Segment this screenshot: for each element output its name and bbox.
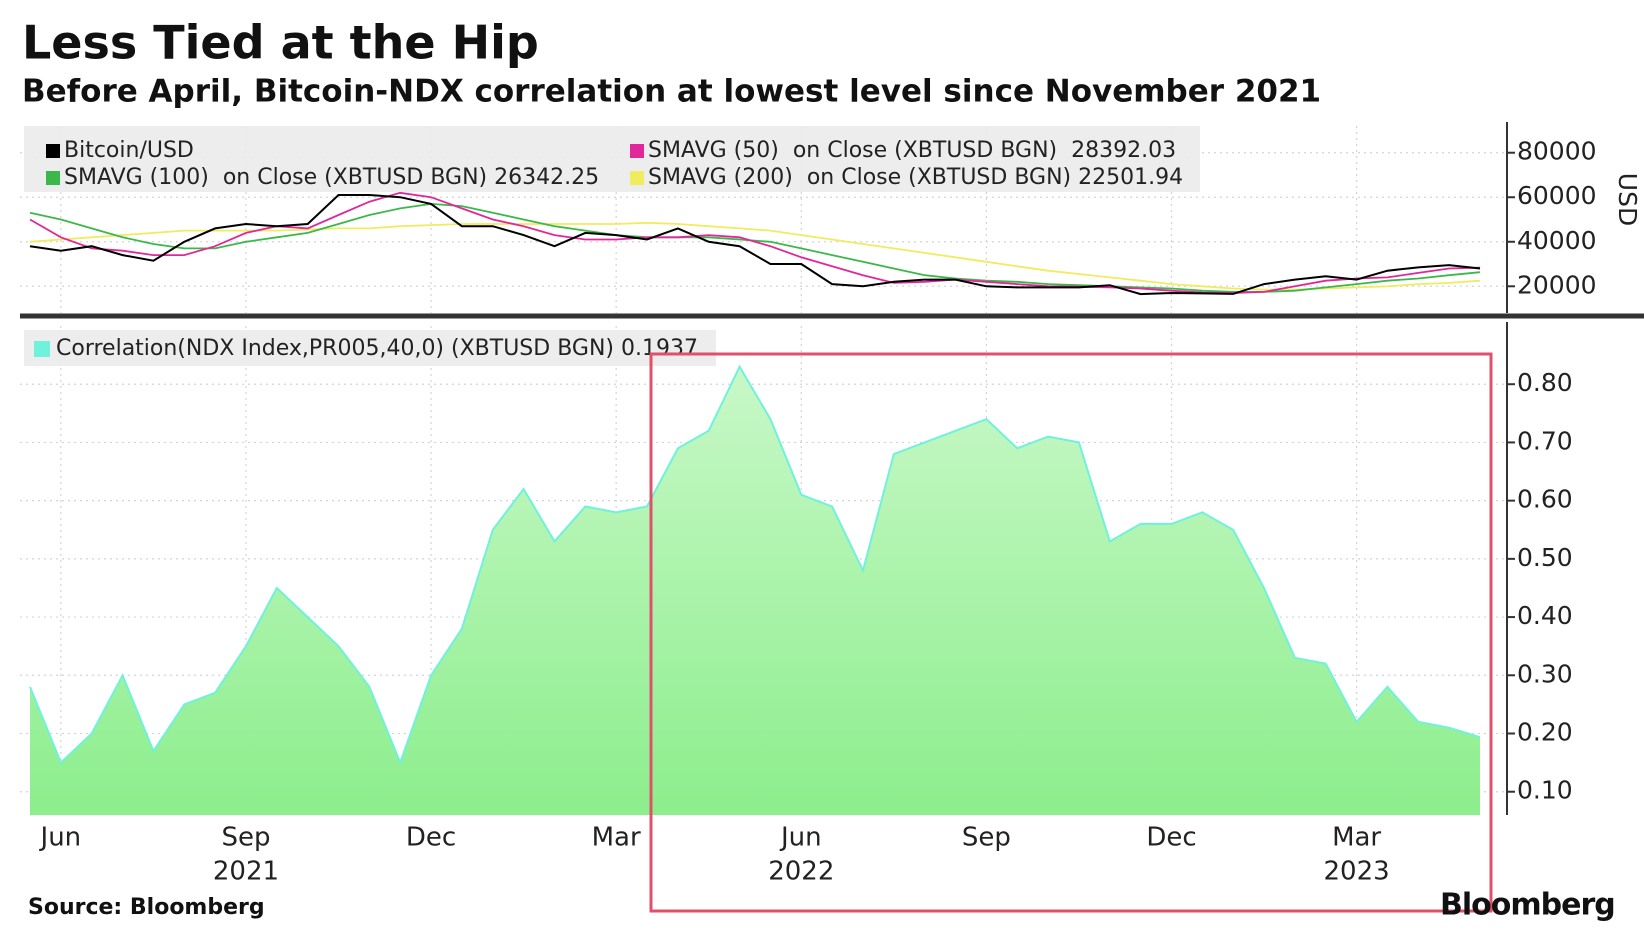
area-fill [30,366,1480,815]
x-tick-label: Dec [406,823,456,853]
legend-swatch [46,171,60,185]
legend-label: SMAVG (200) on Close (XBTUSD BGN) 22501.… [648,165,1183,190]
y-tick-label: 40000 [1517,226,1597,255]
y-tick-label: 0.80 [1517,368,1573,397]
x-tick-label: Mar [592,823,641,853]
source: Source: Bloomberg [28,895,265,920]
line-series [29,221,1481,291]
y-tick-label: 0.20 [1517,718,1573,747]
x-tick-label: Sep [221,823,270,853]
y-tick-label: 60000 [1517,181,1597,210]
y-tick-label: 0.50 [1517,543,1573,572]
x-tick-label: Jun [39,823,82,853]
line-series [29,202,1481,293]
logo: Bloomberg [1440,888,1615,923]
y-tick-label: 0.60 [1517,485,1573,514]
legend-box [24,126,1200,192]
x-year-label: 2021 [213,857,279,887]
y-tick-label: 0.30 [1517,659,1573,688]
y-tick-label: 20000 [1517,270,1597,299]
legend-label: SMAVG (50) on Close (XBTUSD BGN) 28392.0… [648,138,1176,163]
y-tick-label: 0.40 [1517,601,1573,630]
x-tick-label: Sep [962,823,1011,853]
x-tick-label: Jun [779,823,822,853]
y-tick-label: 80000 [1517,137,1597,166]
x-tick-label: Mar [1332,823,1381,853]
legend-label: Correlation(NDX Index,PR005,40,0) (XBTUS… [56,336,698,361]
x-year-label: 2023 [1324,857,1390,887]
highlight-box [649,352,1493,913]
x-tick-label: Dec [1146,823,1196,853]
legend-swatch [34,341,50,357]
chart-subtitle: Before April, Bitcoin-NDX correlation at… [22,74,1321,110]
legend-swatch [46,144,60,158]
line-series [29,191,1481,294]
legend-swatch [630,144,644,158]
y-axis-title: USD [1613,173,1642,226]
legend-box [24,330,716,366]
legend-label: SMAVG (100) on Close (XBTUSD BGN) 26342.… [64,165,599,190]
x-year-label: 2022 [768,857,834,887]
chart-title: Less Tied at the Hip [22,16,539,70]
line-series [29,194,1481,296]
area-line [29,364,1481,766]
y-tick-label: 0.10 [1517,776,1573,805]
legend-label: Bitcoin/USD [64,138,194,163]
y-tick-label: 0.70 [1517,426,1573,455]
legend-swatch [630,171,644,185]
